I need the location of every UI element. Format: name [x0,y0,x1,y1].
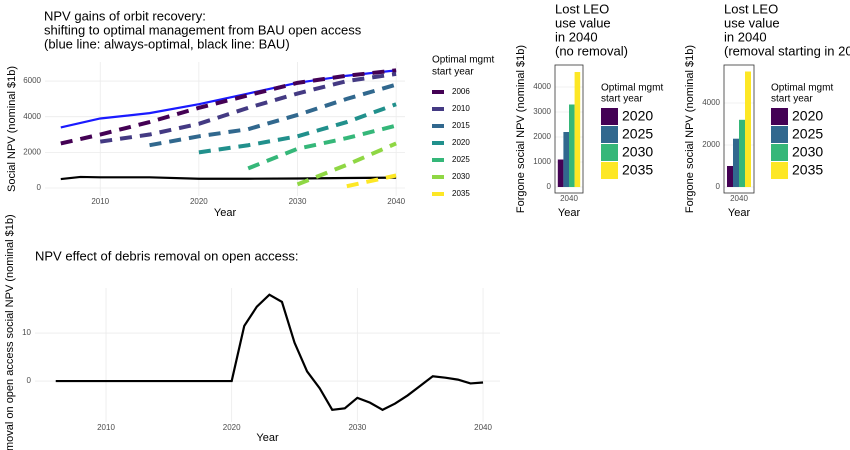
x-tick-label: 2020 [223,423,241,432]
chart-title: NPV effect of debris removal on open acc… [35,248,299,263]
legend-label: 2030 [792,144,823,160]
data-line [247,123,397,171]
legend-title: start year [771,94,813,105]
x-tick-label: 2040 [474,423,492,432]
legend-label: 2025 [792,126,823,142]
y-tick-label: 2000 [533,132,551,141]
y-axis-label: Debris removal on open access social NPV… [4,214,16,450]
panel-border [723,64,755,194]
bar [739,119,745,187]
y-tick-label: 4000 [23,112,41,121]
y-axis-label: Forgone social NPV (nominal $1b) [515,45,527,213]
y-tick-label: 0 [27,376,32,385]
legend-swatch [771,108,788,125]
y-tick-label: 3000 [533,107,551,116]
legend-label: 2035 [792,162,823,178]
legend-title: start year [432,67,474,78]
data-line [60,68,397,146]
x-axis-label: Year [728,207,751,219]
legend-label: 2015 [452,121,470,130]
legend-title: Optimal mgmt [601,83,663,94]
chart-title: Lost LEO [555,1,609,16]
legend-label: 2006 [452,87,470,96]
data-line [346,173,397,189]
legend-label: 2010 [452,104,470,113]
data-line [55,293,484,412]
bar [727,165,733,187]
y-tick-label: 1000 [533,157,551,166]
chart-title: (blue line: always-optimal, black line: … [44,36,290,51]
bar [563,132,569,187]
y-tick-label: 0 [716,182,721,191]
legend-label: 2025 [622,126,653,142]
chart-title: in 2040 [555,29,598,44]
bar [569,104,575,187]
legend-label: 2030 [622,144,653,160]
y-tick-label: 10 [22,328,31,337]
x-tick-label: 2010 [97,423,115,432]
legend-label: 2025 [452,155,470,164]
legend-label: 2020 [792,108,823,124]
x-axis-label: Year [214,207,237,219]
legend-swatch [771,126,788,143]
chart-title: NPV gains of orbit recovery: [44,8,206,23]
data-line [60,175,397,181]
data-line [99,71,397,144]
data-line [149,82,397,148]
legend-label: 2030 [452,172,470,181]
chart-title: Lost LEO [724,1,778,16]
data-line [198,102,397,155]
x-axis-label: Year [256,432,279,444]
x-tick-label: 2040 [560,194,578,203]
x-tick-label: 2030 [348,423,366,432]
chart-title: use value [555,15,611,30]
legend-swatch [601,162,618,179]
legend-swatch [771,162,788,179]
legend-label: 2020 [622,108,653,124]
x-tick-label: 2040 [730,194,748,203]
y-tick-label: 4000 [533,82,551,91]
chart-title: (no removal) [555,43,628,58]
y-tick-label: 0 [37,183,42,192]
bar [574,72,581,187]
legend-swatch [771,144,788,161]
legend-swatch [601,126,618,143]
x-axis-label: Year [558,207,581,219]
legend-title: start year [601,94,643,105]
chart-title: shifting to optimal management from BAU … [44,22,362,37]
bar [733,138,739,187]
legend-label: 2035 [452,189,470,198]
legend-title: Optimal mgmt [432,55,494,66]
legend-swatch [601,108,618,125]
y-axis-label: Forgone social NPV (nominal $1b) [684,45,696,213]
y-tick-label: 0 [547,182,552,191]
chart-title: use value [724,15,780,30]
legend-label: 2035 [622,162,653,178]
y-tick-label: 2000 [23,147,41,156]
data-line [296,141,397,187]
y-tick-label: 2000 [702,140,720,149]
chart-title: (removal starting in 20 [724,43,850,58]
y-axis-label: Social NPV (nominal $1b) [6,66,18,192]
y-tick-label: 6000 [23,76,41,85]
x-tick-label: 2040 [387,197,405,206]
x-tick-label: 2030 [289,197,307,206]
chart-title: in 2040 [724,29,767,44]
bar [745,71,751,187]
x-tick-label: 2020 [190,197,208,206]
legend-label: 2020 [452,138,470,147]
bar [557,159,564,187]
panel-border [554,64,584,194]
y-tick-label: 4000 [702,98,720,107]
legend-title: Optimal mgmt [771,83,833,94]
legend-swatch [601,144,618,161]
x-tick-label: 2010 [91,197,109,206]
